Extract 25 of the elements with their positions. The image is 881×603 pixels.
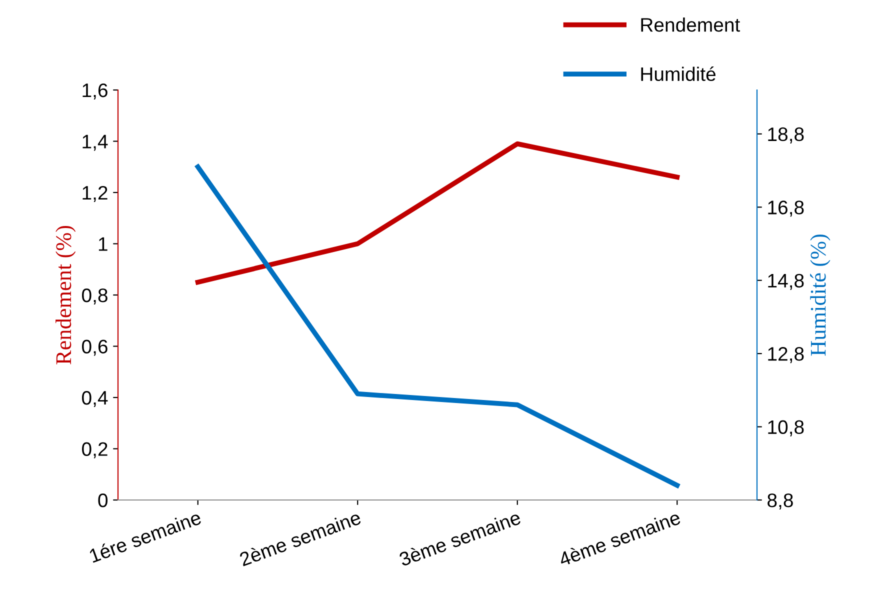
legend-label: Humidité [641,66,716,82]
x-tick-label: 1ére semaine [88,510,202,563]
y2-axis-title: Humidité (%) [810,234,830,356]
y-tick-label: 0,2 [82,442,108,458]
y2-tick-label: 16,8 [768,200,804,217]
y-tick-label: 1,4 [82,134,108,151]
y-tick-label: 0,6 [82,340,108,356]
y2-tick-label: 12,8 [768,347,804,364]
x-tick-label: 3ème semaine [398,510,522,567]
y-tick-label: 0,8 [82,288,108,305]
line-series [195,164,680,488]
legend-label: Rendement [641,18,740,32]
y2-tick-label: 14,8 [768,274,804,290]
y-tick-label: 1,2 [82,186,108,202]
y-tick-label: 0,4 [82,390,108,408]
y-tick-label: 0 [98,493,108,508]
y-axis-title: Rendement (%) [56,226,76,364]
x-tick-label: 4ème semaine [558,510,682,567]
line-series [195,141,680,285]
y-tick-label: 1 [98,237,108,251]
y2-tick-label: 18,8 [768,127,804,144]
y2-tick-label: 8,8 [768,493,793,510]
y2-tick-label: 10,8 [768,420,804,436]
y-tick-label: 1,6 [82,83,108,100]
x-tick-label: 2ème semaine [238,510,362,566]
